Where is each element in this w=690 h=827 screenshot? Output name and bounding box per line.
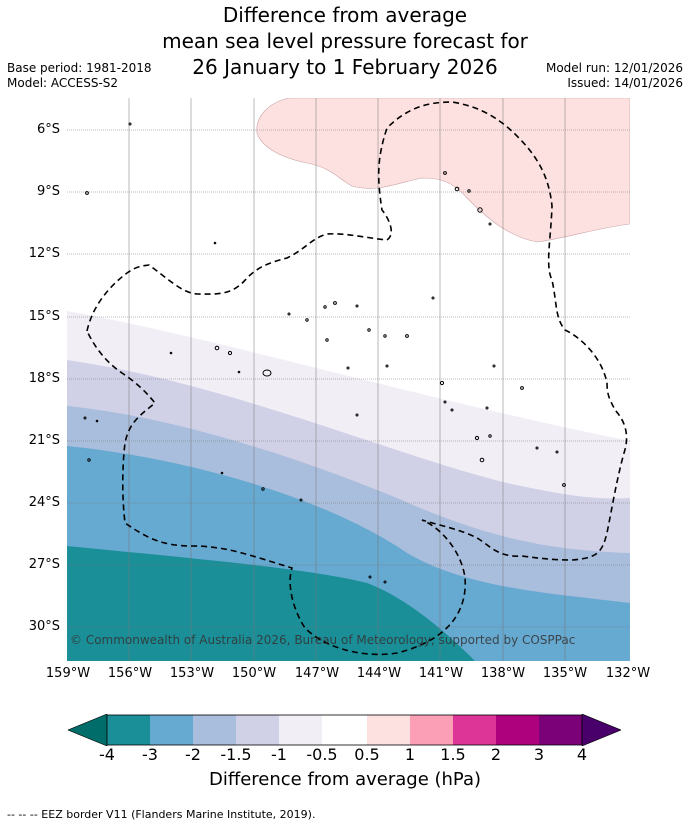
cbar-tick-4: -1 [271,745,287,764]
colorbar-arrow-high [581,714,621,746]
cbar-tick-0: -4 [99,745,115,764]
colorbar-seg-3 [193,715,236,745]
colorbar-seg-7 [367,715,410,745]
meta-right: Model run: 12/01/2026 Issued: 14/01/2026 [546,61,683,91]
colorbar-seg-4 [236,715,279,745]
copyright-notice: © Commonwealth of Australia 2026, Bureau… [70,633,576,647]
title-line-2: mean sea level pressure forecast for [162,29,528,53]
colorbar-seg-6 [322,715,367,745]
colorbar-arrow-low [68,714,108,746]
map-panel[interactable] [67,98,630,661]
title-line-1: Difference from average [222,3,468,27]
base-period: Base period: 1981-2018 [7,61,152,75]
lat-label-12s: 12°S [28,246,60,261]
colorbar-seg-11 [539,715,582,745]
lon-label-138w: 138°W [480,666,526,681]
cbar-tick-5: -0.5 [306,745,338,764]
cbar-tick-10: 3 [533,745,545,764]
lon-label-150w: 150°W [231,666,277,681]
meta-left: Base period: 1981-2018 Model: ACCESS-S2 [7,61,152,91]
lon-label-159w: 159°W [45,666,91,681]
lon-label-132w: 132°W [605,666,651,681]
colorbar-seg-5 [279,715,322,745]
title-line-3: 26 January to 1 February 2026 [192,55,498,79]
lat-label-30s: 30°S [28,619,60,634]
eez-footnote: -- -- -- EEZ border V11 (Flanders Marine… [7,808,316,821]
eez-border [86,101,628,656]
lon-label-135w: 135°W [542,666,588,681]
lat-label-6s: 6°S [36,122,60,137]
islands [83,122,566,584]
lat-label-18s: 18°S [28,371,60,386]
model-run: Model run: 12/01/2026 [545,61,683,75]
lat-label-24s: 24°S [28,495,60,510]
colorbar-title: Difference from average (hPa) [208,769,482,790]
cbar-tick-8: 1.5 [440,745,466,764]
lon-label-156w: 156°W [107,666,153,681]
cbar-tick-7: 1 [404,745,416,764]
lon-label-147w: 147°W [294,666,340,681]
lat-label-9s: 9°S [36,184,60,199]
cbar-tick-9: 2 [490,745,502,764]
lon-label-141w: 141°W [418,666,464,681]
lat-label-15s: 15°S [28,309,60,324]
colorbar-seg-10 [496,715,539,745]
cbar-tick-1: -3 [142,745,158,764]
issued-date: Issued: 14/01/2026 [567,76,683,90]
lon-label-144w: 144°W [356,666,402,681]
colorbar [68,714,621,746]
graticule [67,98,630,661]
cbar-tick-3: -1.5 [220,745,252,764]
lat-label-27s: 27°S [28,557,60,572]
band-neg-3 [67,546,475,661]
cbar-tick-11: 4 [576,745,588,764]
lon-label-153w: 153°W [169,666,215,681]
lat-label-21s: 21°S [28,433,60,448]
band-positive-0.5 [256,98,630,243]
colorbar-seg-2 [150,715,193,745]
map-svg [67,98,630,661]
model-name: Model: ACCESS-S2 [7,76,119,90]
colorbar-seg-9 [453,715,496,745]
colorbar-seg-1 [107,715,150,745]
colorbar-seg-8 [410,715,453,745]
cbar-tick-6: 0.5 [354,745,380,764]
colorbar-frame [106,714,583,746]
map-title: Difference from average mean sea level p… [0,2,690,80]
cbar-tick-2: -2 [185,745,201,764]
